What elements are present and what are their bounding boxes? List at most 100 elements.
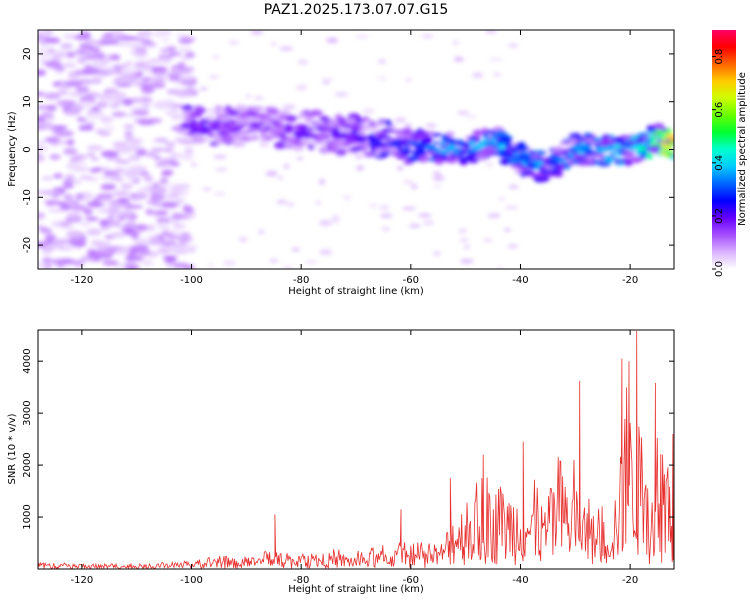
spectrogram-cell — [152, 33, 164, 38]
spectrogram-cell — [153, 210, 169, 216]
spectrogram-cell — [285, 115, 298, 122]
spectrogram-cell — [362, 108, 375, 114]
spectrogram-cell — [320, 77, 334, 82]
spectrogram-cell — [232, 142, 246, 147]
snr-y-tick-label: 3000 — [22, 400, 33, 425]
spectrogram-cell — [59, 204, 72, 211]
spectrogram-cell — [181, 245, 196, 252]
spectrogram-cell — [528, 150, 536, 155]
spectrogram-cell — [278, 109, 291, 115]
spectrogram-cell — [447, 145, 457, 148]
spectrogram-cell — [209, 122, 215, 125]
spectrogram-cell — [235, 106, 247, 113]
spectrogram-cell — [478, 149, 491, 156]
spectrogram-cell — [98, 131, 112, 136]
spectrogram-cell — [38, 34, 51, 40]
spectrogram-cell — [557, 163, 564, 169]
spectrogram-cell — [357, 142, 369, 148]
spectrogram-cell — [63, 33, 78, 40]
spectrogram-cell — [115, 248, 131, 255]
spectrogram-cell — [402, 138, 410, 143]
spectrogram-cell — [403, 159, 411, 165]
spectrogram-cell — [504, 205, 519, 210]
spectrogram-cell — [98, 240, 111, 249]
spectrogram-cell — [472, 129, 484, 136]
spectrogram-cell — [65, 199, 80, 205]
spectrogram-cell — [510, 149, 518, 153]
spectrogram-cell — [38, 146, 49, 151]
spectrogram-cell — [189, 128, 203, 136]
spectrogram-cell — [208, 74, 219, 80]
spectrogram-cell — [38, 211, 46, 220]
spectrogram-cell — [632, 142, 643, 146]
spectrogram-cell — [112, 141, 127, 149]
spectrogram-cell — [562, 153, 571, 156]
spectrogram-cell — [45, 37, 61, 44]
spectrogram-cell — [368, 133, 375, 136]
spectrogram-cell — [459, 238, 469, 242]
spectrogram-cell — [115, 83, 132, 87]
spectrogram-cell — [168, 52, 182, 57]
spectrogram-x-tick-label: -80 — [293, 275, 309, 286]
spectrogram-cell — [50, 154, 60, 161]
spectrogram-cell — [503, 227, 511, 232]
spectrogram-cell — [84, 64, 93, 71]
spectrogram-cell — [463, 244, 471, 250]
spectrogram-cell — [342, 195, 352, 200]
spectrogram-cell — [150, 77, 167, 82]
colorbar-tick-label: 0.0 — [714, 261, 725, 277]
spectrogram-cell — [134, 50, 148, 59]
spectrogram-cell — [83, 208, 93, 216]
spectrogram-cell — [635, 137, 645, 145]
spectrogram-cell — [613, 159, 622, 164]
spectrogram-cell — [120, 183, 133, 190]
spectrogram-cell — [611, 136, 625, 143]
spectrogram-cell — [181, 55, 192, 60]
spectrogram-cell — [626, 152, 635, 157]
spectrogram-cell — [401, 206, 416, 211]
spectrogram-cell — [78, 43, 94, 49]
spectrogram-cell — [122, 98, 133, 106]
spectrogram-cell — [432, 170, 442, 176]
spectrogram-cell — [223, 260, 236, 266]
spectrogram-cell — [38, 142, 45, 147]
spectrogram-cell — [482, 238, 493, 243]
spectrogram-cell — [577, 161, 588, 166]
spectrogram-cell — [131, 111, 146, 116]
snr-y-ticks: 1000 2000 3000 4000 — [22, 348, 674, 530]
spectrogram-cell — [173, 262, 189, 269]
spectrogram-cell — [273, 141, 288, 150]
spectrogram-cell — [131, 244, 149, 251]
spectrogram-cell — [109, 202, 123, 210]
snr-x-tick-label: -80 — [293, 575, 309, 586]
spectrogram-cell — [159, 159, 170, 165]
snr-y-tick-label: 2000 — [22, 452, 33, 477]
spectrogram-cell — [585, 159, 596, 165]
spectrogram-cell — [354, 154, 363, 159]
spectrogram-cell — [385, 136, 392, 139]
spectrogram-cell — [52, 129, 68, 138]
spectrogram-cell — [46, 104, 57, 112]
spectrogram-cell — [106, 219, 122, 228]
spectrogram-cell — [660, 142, 667, 146]
spectrogram-cell — [406, 155, 420, 162]
spectrogram-cell — [349, 147, 361, 152]
spectrogram-cell — [123, 124, 135, 130]
spectrogram-cell — [100, 183, 117, 191]
spectrogram-cell — [166, 244, 185, 253]
spectrogram-cell — [379, 135, 387, 140]
spectrogram-cell — [62, 62, 74, 67]
spectrogram-cell — [128, 165, 147, 172]
spectrogram-cell — [146, 200, 161, 205]
spectrogram-y-axis-label: Frequency (Hz) — [7, 111, 18, 187]
spectrogram-cell — [276, 200, 287, 204]
snr-series-line — [38, 330, 674, 569]
spectrogram-cell — [236, 125, 244, 130]
spectrogram-cell — [114, 211, 124, 219]
spectrogram-cell — [502, 152, 513, 156]
spectrogram-cell — [111, 111, 127, 118]
spectrogram-cell — [503, 142, 512, 149]
spectrogram-cell — [606, 144, 615, 149]
spectrogram-cell — [140, 76, 153, 83]
spectrogram-cell — [146, 224, 156, 232]
